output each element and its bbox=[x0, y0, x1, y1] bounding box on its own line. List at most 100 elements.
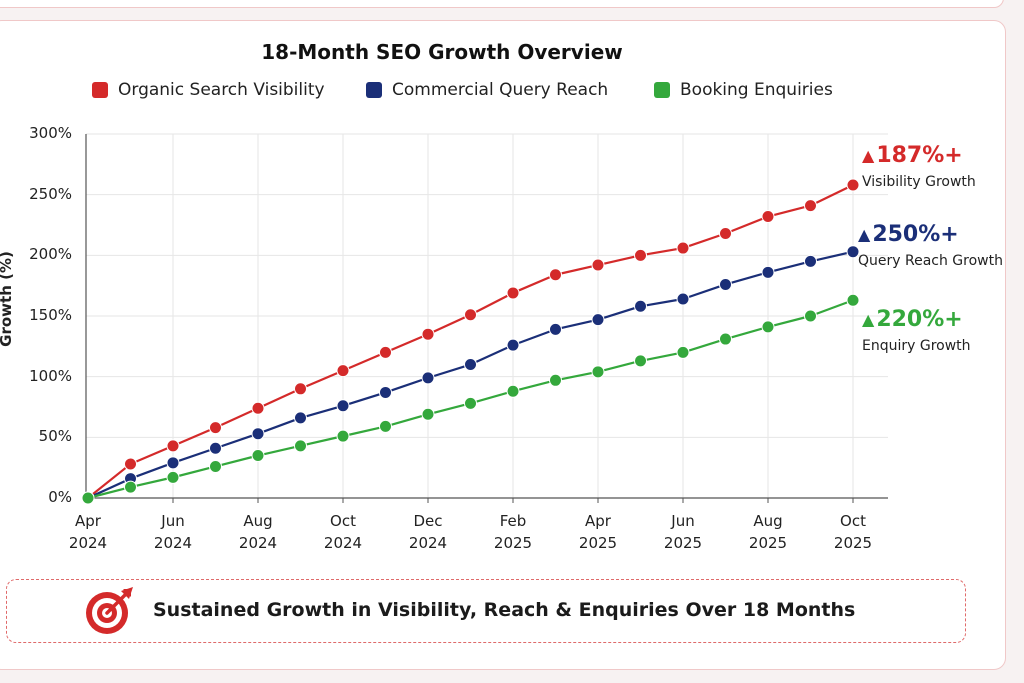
x-tick-year: 2024 bbox=[238, 534, 278, 552]
x-tick-year: 2024 bbox=[153, 534, 193, 552]
data-point-query bbox=[421, 371, 435, 385]
data-point-visibility bbox=[124, 457, 137, 471]
data-point-query bbox=[846, 245, 860, 259]
callout-query-value-row: ▲ 250%+ bbox=[858, 222, 1003, 247]
x-tick-label: Aug 2025 bbox=[733, 510, 803, 554]
x-tick-label: Jun 2024 bbox=[138, 510, 208, 554]
data-point-visibility bbox=[591, 258, 605, 272]
data-point-enquiries bbox=[251, 449, 265, 463]
x-tick-month: Aug bbox=[243, 512, 273, 530]
summary-banner-text: Sustained Growth in Visibility, Reach & … bbox=[153, 599, 856, 621]
data-point-visibility bbox=[294, 382, 307, 396]
data-point-query bbox=[804, 254, 817, 268]
series-line-visibility bbox=[87, 183, 854, 499]
x-tick-label: Apr 2025 bbox=[563, 510, 633, 554]
y-tick-label: 250% bbox=[29, 184, 72, 203]
grid-lines bbox=[86, 133, 888, 498]
up-triangle-icon: ▲ bbox=[862, 146, 875, 165]
x-tick-year: 2024 bbox=[68, 534, 108, 552]
callout-enquiries: ▲ 220%+ Enquiry Growth bbox=[862, 307, 971, 354]
legend-item-visibility[interactable]: Organic Search Visibility bbox=[92, 80, 325, 100]
x-tick-year: 2025 bbox=[748, 534, 788, 552]
data-point-visibility bbox=[846, 178, 860, 192]
data-point-visibility bbox=[676, 241, 690, 255]
data-point-enquiries bbox=[209, 459, 222, 473]
data-point-query bbox=[676, 292, 690, 306]
x-tick-label: Oct 2025 bbox=[818, 510, 888, 554]
data-point-enquiries bbox=[336, 429, 350, 443]
callout-query: ▲ 250%+ Query Reach Growth bbox=[858, 222, 1003, 269]
data-point-visibility bbox=[761, 210, 775, 224]
data-point-visibility bbox=[166, 439, 180, 453]
legend-swatch-enquiries bbox=[654, 82, 670, 98]
data-point-visibility bbox=[464, 308, 477, 322]
data-point-enquiries bbox=[591, 365, 605, 379]
x-tick-label: Feb 2025 bbox=[478, 510, 548, 554]
up-triangle-icon: ▲ bbox=[858, 225, 871, 244]
x-tick-label: Apr 2024 bbox=[53, 510, 123, 554]
data-point-enquiries bbox=[81, 491, 95, 505]
callout-query-value: 250%+ bbox=[872, 222, 959, 247]
x-tick-month: Aug bbox=[753, 512, 783, 530]
legend-item-query[interactable]: Commercial Query Reach bbox=[366, 80, 608, 100]
x-tick-year: 2024 bbox=[323, 534, 363, 552]
y-tick-label: 100% bbox=[29, 366, 72, 385]
y-tick-label: 300% bbox=[29, 124, 72, 142]
data-point-enquiries bbox=[506, 384, 520, 398]
legend-item-enquiries[interactable]: Booking Enquiries bbox=[654, 80, 833, 100]
data-point-query bbox=[209, 441, 222, 455]
data-point-enquiries bbox=[804, 309, 817, 323]
x-tick-month: Apr bbox=[75, 512, 101, 530]
x-tick-year: 2025 bbox=[578, 534, 618, 552]
data-point-visibility bbox=[421, 327, 435, 341]
data-point-visibility bbox=[209, 421, 222, 435]
data-point-query bbox=[379, 385, 392, 399]
data-point-enquiries bbox=[634, 354, 647, 368]
summary-banner: Sustained Growth in Visibility, Reach & … bbox=[6, 579, 966, 643]
callout-visibility-value: 187%+ bbox=[876, 143, 963, 168]
data-point-query bbox=[719, 277, 732, 291]
data-point-enquiries bbox=[379, 419, 392, 433]
callout-enquiries-value: 220%+ bbox=[876, 307, 963, 332]
axes bbox=[85, 134, 888, 503]
chart-card bbox=[0, 20, 1006, 670]
x-tick-month: Feb bbox=[499, 512, 527, 530]
data-point-query bbox=[761, 265, 775, 279]
data-point-query bbox=[251, 427, 265, 441]
data-point-query bbox=[506, 338, 520, 352]
x-tick-month: Jun bbox=[671, 512, 695, 530]
y-tick-label: 200% bbox=[29, 245, 72, 264]
y-tick-label: 0% bbox=[48, 488, 72, 506]
data-point-query bbox=[464, 358, 477, 372]
data-point-enquiries bbox=[676, 345, 690, 359]
x-tick-month: Dec bbox=[413, 512, 443, 530]
data-point-query bbox=[591, 313, 605, 327]
data-point-visibility bbox=[549, 268, 562, 282]
data-point-visibility bbox=[379, 345, 392, 359]
y-tick-label: 150% bbox=[29, 306, 72, 324]
x-tick-label: Aug 2024 bbox=[223, 510, 293, 554]
data-point-enquiries bbox=[846, 293, 860, 307]
data-point-visibility bbox=[251, 401, 265, 415]
y-tick-label: 50% bbox=[38, 427, 72, 446]
data-point-query bbox=[336, 399, 350, 413]
data-point-query bbox=[549, 322, 562, 336]
x-tick-label: Dec 2024 bbox=[393, 510, 463, 554]
callout-query-label: Query Reach Growth bbox=[858, 253, 1003, 269]
callout-enquiries-label: Enquiry Growth bbox=[862, 338, 971, 354]
x-tick-month: Oct bbox=[330, 512, 356, 530]
data-point-enquiries bbox=[761, 320, 775, 334]
up-triangle-icon: ▲ bbox=[862, 310, 875, 329]
data-point-enquiries bbox=[166, 470, 180, 484]
data-point-visibility bbox=[804, 199, 817, 213]
x-tick-month: Oct bbox=[840, 512, 866, 530]
data-point-query bbox=[634, 299, 647, 313]
data-point-query bbox=[294, 411, 307, 425]
callout-enquiries-value-row: ▲ 220%+ bbox=[862, 307, 971, 332]
data-point-visibility bbox=[336, 364, 350, 378]
data-point-query bbox=[166, 456, 180, 470]
data-point-enquiries bbox=[294, 439, 307, 453]
x-tick-year: 2025 bbox=[833, 534, 873, 552]
x-tick-label: Oct 2024 bbox=[308, 510, 378, 554]
data-point-enquiries bbox=[464, 396, 477, 410]
